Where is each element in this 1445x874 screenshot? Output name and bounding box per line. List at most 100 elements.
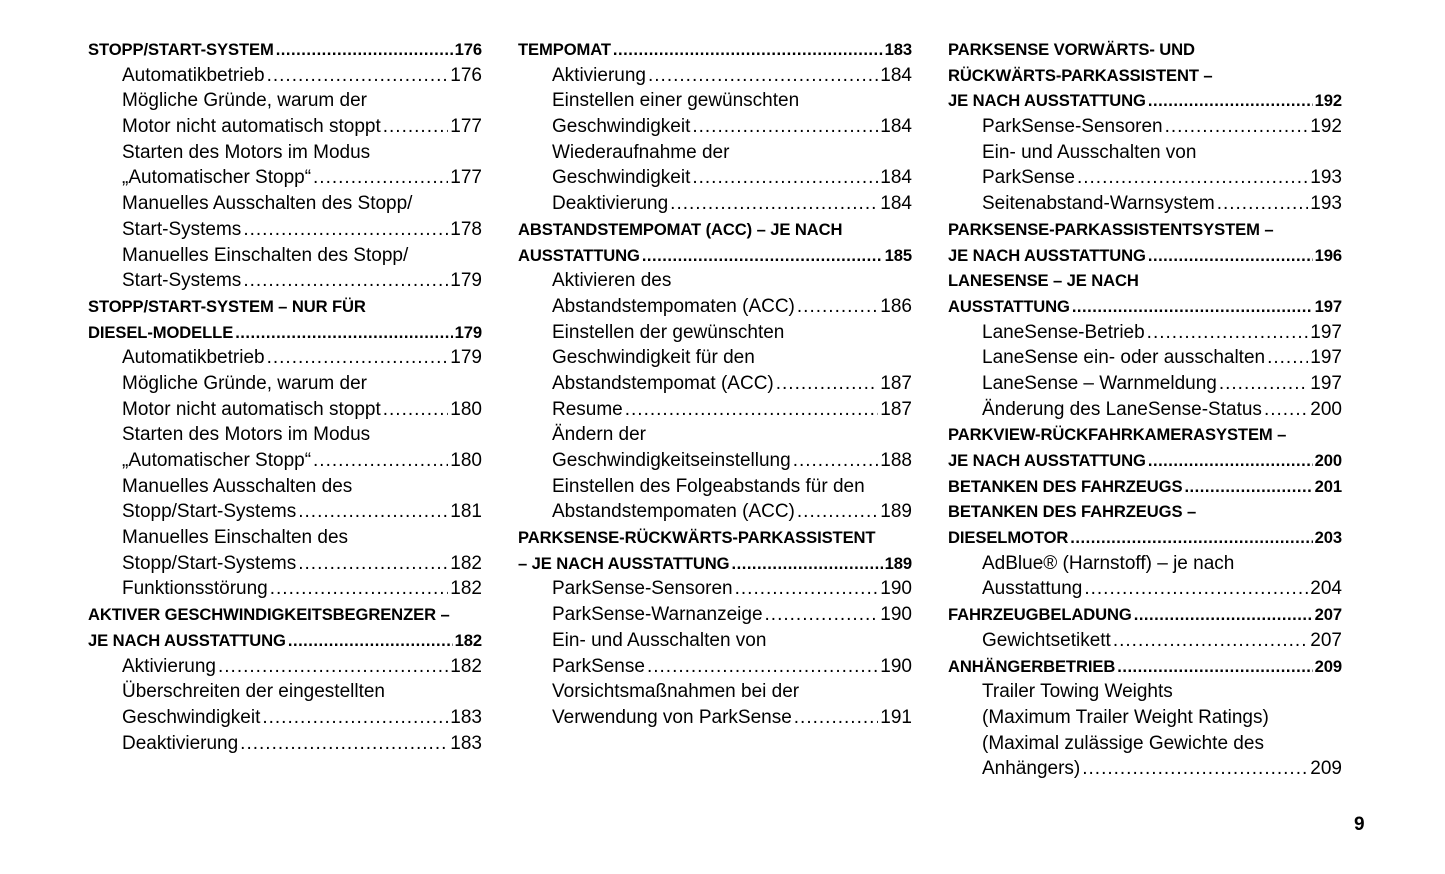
toc-heading: BETANKEN DES FAHRZEUGS 201 — [948, 474, 1342, 500]
dot-leader — [670, 191, 878, 217]
toc-line: Geschwindigkeitseinstellung 188 — [518, 448, 912, 474]
toc-line: PARKVIEW-RÜCKFAHRKAMERASYSTEM – — [948, 422, 1342, 448]
toc-page-number: 186 — [880, 295, 912, 317]
dot-leader — [735, 576, 879, 602]
toc-line: Aktivierung 182 — [88, 654, 482, 680]
toc-text: Deaktivierung — [122, 732, 239, 754]
toc-text: Wiederaufnahme der — [552, 141, 730, 163]
toc-line: RÜCKWÄRTS-PARKASSISTENT – — [948, 63, 1342, 89]
toc-text: Geschwindigkeitseinstellung — [552, 450, 791, 471]
toc-text: Trailer Towing Weights — [982, 681, 1173, 703]
page-number: 9 — [1354, 814, 1365, 835]
toc-line: Deaktivierung 184 — [518, 191, 912, 217]
toc-text: DIESEL-MODELLE — [88, 322, 234, 342]
toc-entry: Deaktivierung 184 — [518, 191, 912, 217]
toc-entry: Überschreiten der eingestellten Geschwind… — [88, 679, 482, 730]
dot-leader — [1217, 191, 1309, 217]
dot-leader — [1165, 114, 1309, 140]
dot-leader — [235, 320, 452, 346]
toc-text: (Maximal zulässige Gewichte des — [982, 732, 1264, 754]
dot-leader — [1134, 602, 1313, 628]
toc-column-1: STOPP/START-SYSTEM 176 Automatikbetrieb 176… — [88, 37, 482, 756]
toc-text: Einstellen einer gewünschten — [552, 90, 800, 112]
toc-line: Manuelles Ausschalten des — [88, 474, 482, 500]
toc-text: ParkSense-Sensoren — [982, 116, 1163, 138]
toc-text: Ein- und Ausschalten von — [552, 629, 767, 651]
toc-text: Geschwindigkeit — [552, 167, 691, 189]
toc-text: Geschwindigkeit für den — [552, 347, 755, 369]
toc-line: PARKSENSE VORWÄRTS- UND — [948, 37, 1342, 63]
toc-text: LaneSense ein- oder ausschalten — [982, 347, 1266, 369]
toc-entry: Seitenabstand-Warnsystem 193 — [948, 191, 1342, 217]
toc-text: Mögliche Gründe, warum der — [122, 372, 367, 394]
toc-entry: Wiederaufnahme der Geschwindigkeit 184 — [518, 140, 912, 191]
toc-page-number: 209 — [1310, 758, 1342, 780]
dot-leader — [1147, 320, 1309, 346]
toc-entry: Starten des Motors im Modus „Automatische… — [88, 422, 482, 473]
toc-page-number: 183 — [450, 732, 482, 754]
dot-leader — [765, 602, 879, 628]
toc-page-number: 176 — [454, 40, 482, 59]
dot-leader — [1219, 371, 1308, 397]
toc-page-number: 187 — [880, 372, 912, 394]
toc-text: Ausstattung — [982, 578, 1083, 600]
toc-page-number: 187 — [880, 398, 912, 420]
toc-line: Stopp/Start-Systems 181 — [88, 499, 482, 525]
dot-leader — [383, 397, 449, 423]
toc-heading: PARKVIEW-RÜCKFAHRKAMERASYSTEM – JE NACH A… — [948, 422, 1342, 473]
toc-line: Automatikbetrieb 179 — [88, 345, 482, 371]
dot-leader — [1113, 628, 1308, 654]
toc-line: ANHÄNGERBETRIEB 209 — [948, 654, 1342, 680]
toc-text: Manuelles Einschalten des — [122, 527, 349, 549]
dot-leader — [625, 397, 879, 423]
toc-line: (Maximal zulässige Gewichte des — [948, 731, 1342, 757]
toc-line: Starten des Motors im Modus — [88, 140, 482, 166]
toc-text: Abstandstempomaten (ACC) — [552, 501, 795, 523]
toc-page-number: 184 — [880, 116, 912, 138]
toc-line: – JE NACH AUSSTATTUNG 189 — [518, 551, 912, 577]
toc-page-number: 189 — [884, 553, 912, 573]
toc-text: AUSSTATTUNG — [518, 245, 640, 265]
dot-leader — [298, 551, 448, 577]
dot-leader — [243, 268, 448, 294]
toc-line: Wiederaufnahme der — [518, 140, 912, 166]
toc-text: RÜCKWÄRTS-PARKASSISTENT – — [948, 65, 1213, 85]
toc-text: STOPP/START-SYSTEM — [88, 40, 274, 59]
toc-line: Automatikbetrieb 176 — [88, 63, 482, 89]
toc-page-number: 184 — [880, 64, 912, 86]
dot-leader — [1148, 243, 1313, 269]
toc-line: Ausstattung 204 — [948, 576, 1342, 602]
toc-line: Anhängers) 209 — [948, 756, 1342, 782]
toc-line: TEMPOMAT 183 — [518, 37, 912, 63]
toc-text: PARKSENSE VORWÄRTS- UND — [948, 40, 1195, 59]
dot-leader — [1084, 576, 1308, 602]
toc-entry: Einstellen einer gewünschten Geschwindigk… — [518, 88, 912, 139]
toc-line: „Automatischer Stopp“ 177 — [88, 165, 482, 191]
toc-line: Einstellen des Folgeabstands für den — [518, 474, 912, 500]
toc-line: Mögliche Gründe, warum der — [88, 88, 482, 114]
toc-entry: Ändern der Geschwindigkeitseinstellung 188 — [518, 422, 912, 473]
toc-text: Einstellen des Folgeabstands für den — [552, 475, 865, 497]
toc-page-number: 192 — [1310, 116, 1342, 138]
toc-entry: Aktivierung 182 — [88, 654, 482, 680]
toc-heading: ANHÄNGERBETRIEB 209 — [948, 654, 1342, 680]
toc-text: Abstandstempomaten (ACC) — [552, 295, 795, 317]
toc-line: (Maximum Trailer Weight Ratings) — [948, 705, 1342, 731]
toc-entry: Manuelles Ausschalten des Stopp/Start-Sys… — [88, 474, 482, 525]
toc-page-number: 188 — [880, 450, 912, 471]
toc-line: Einstellen der gewünschten — [518, 320, 912, 346]
toc-entry: Manuelles Einschalten des Stopp/Start-Sy… — [88, 243, 482, 294]
toc-text: Funktionsstörung — [122, 578, 268, 600]
toc-line: JE NACH AUSSTATTUNG 196 — [948, 243, 1342, 269]
toc-text: ParkSense — [982, 167, 1075, 189]
toc-text: PARKSENSE-RÜCKWÄRTS-PARKASSISTENT — [518, 528, 876, 548]
toc-text: Start-Systems — [122, 218, 242, 240]
toc-heading: BETANKEN DES FAHRZEUGS – DIESELMOTOR 203 — [948, 499, 1342, 550]
toc-page-number: 178 — [450, 218, 482, 240]
toc-entry: LaneSense-Betrieb 197 — [948, 320, 1342, 346]
toc-column-2: TEMPOMAT183Aktivierung184Einstellen eine… — [518, 37, 912, 731]
toc-line: Vorsichtsmaßnahmen bei der — [518, 679, 912, 705]
toc-text: Geschwindigkeit — [552, 116, 691, 138]
toc-page-number: 184 — [880, 193, 912, 215]
toc-page-number: 182 — [450, 655, 482, 677]
